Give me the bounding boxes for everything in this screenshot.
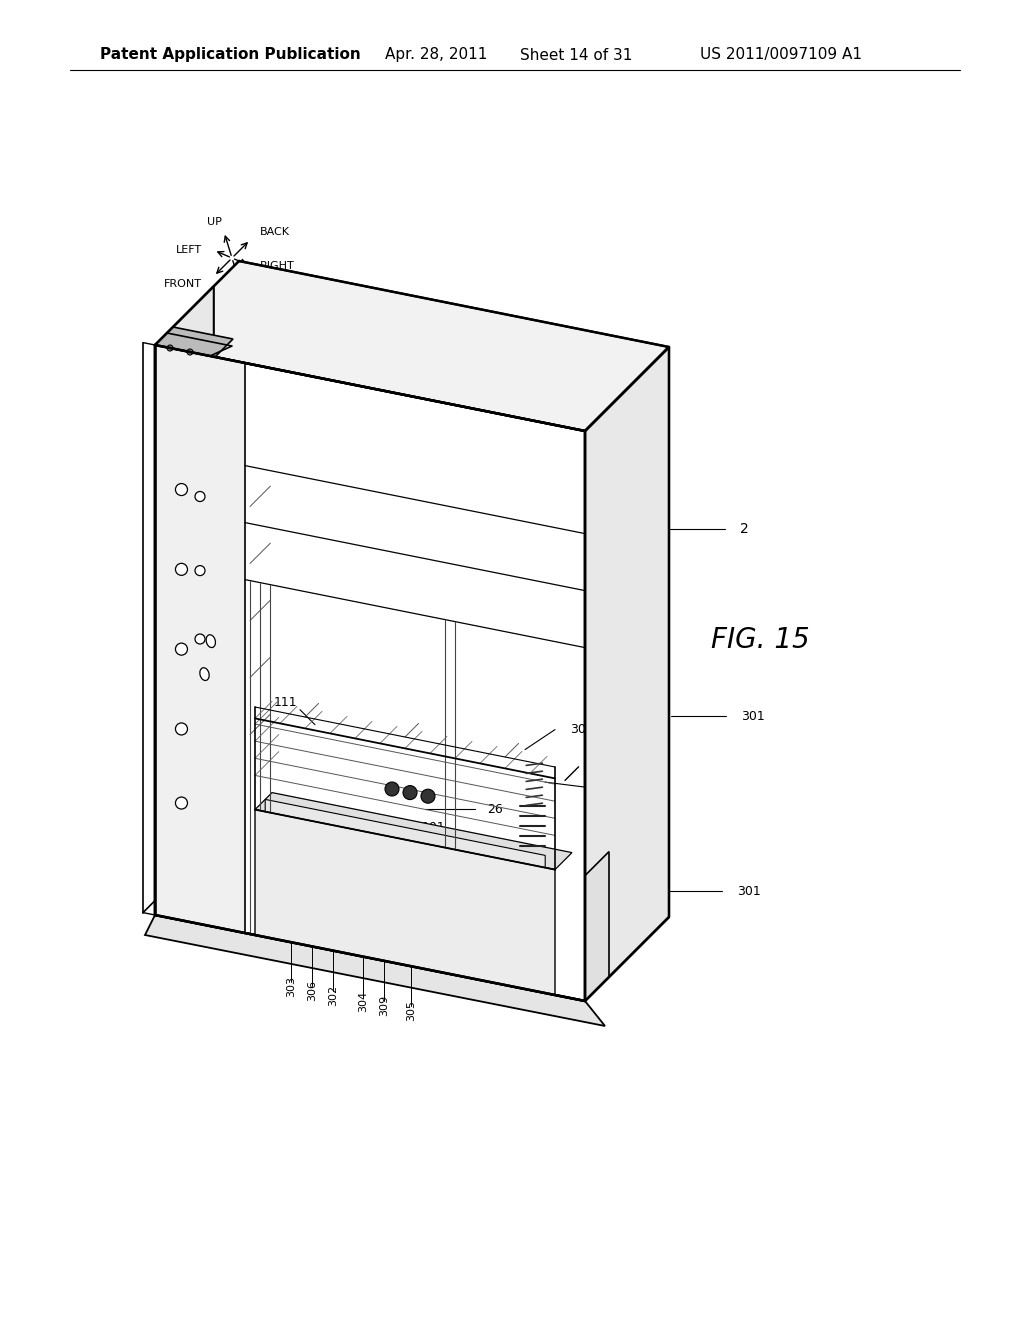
Text: Patent Application Publication: Patent Application Publication — [100, 48, 360, 62]
Text: 114: 114 — [335, 873, 358, 884]
Polygon shape — [585, 347, 669, 1001]
Text: 304: 304 — [570, 723, 594, 737]
Text: 302: 302 — [328, 985, 338, 1006]
Polygon shape — [255, 792, 572, 870]
Text: 304: 304 — [358, 990, 368, 1011]
Text: 309: 309 — [379, 995, 389, 1016]
Circle shape — [385, 781, 399, 796]
Circle shape — [175, 797, 187, 809]
Polygon shape — [265, 800, 545, 895]
Text: 27 (27K): 27 (27K) — [158, 609, 210, 636]
Polygon shape — [145, 915, 605, 1026]
Circle shape — [175, 564, 187, 576]
Text: BACK: BACK — [260, 227, 290, 236]
Text: 306: 306 — [307, 981, 317, 1002]
Text: 301: 301 — [737, 884, 761, 898]
Circle shape — [187, 348, 193, 355]
Text: LEFT: LEFT — [176, 246, 202, 255]
Text: 101: 101 — [422, 821, 445, 834]
Text: FIG. 15: FIG. 15 — [711, 626, 809, 653]
Polygon shape — [155, 345, 245, 933]
Ellipse shape — [200, 668, 209, 681]
Text: 2: 2 — [740, 523, 750, 536]
Text: DOWN: DOWN — [231, 289, 268, 300]
Polygon shape — [255, 809, 555, 995]
Text: US 2011/0097109 A1: US 2011/0097109 A1 — [700, 48, 862, 62]
Circle shape — [195, 565, 205, 576]
Circle shape — [167, 345, 173, 351]
Polygon shape — [155, 286, 214, 915]
Polygon shape — [585, 851, 609, 1001]
Polygon shape — [155, 327, 233, 356]
Text: FRONT: FRONT — [164, 280, 202, 289]
Polygon shape — [585, 689, 669, 1001]
Text: 111: 111 — [273, 696, 297, 709]
Text: 309: 309 — [600, 780, 624, 793]
Text: 301: 301 — [741, 710, 765, 722]
Ellipse shape — [206, 635, 215, 648]
Circle shape — [195, 491, 205, 502]
Circle shape — [403, 785, 417, 800]
Circle shape — [195, 634, 205, 644]
Text: UP: UP — [207, 216, 221, 227]
Text: RIGHT: RIGHT — [260, 261, 295, 271]
Polygon shape — [155, 261, 669, 432]
Circle shape — [175, 643, 187, 655]
Text: 26: 26 — [487, 803, 503, 816]
Text: 305: 305 — [406, 1001, 416, 1022]
Circle shape — [175, 723, 187, 735]
Text: Apr. 28, 2011: Apr. 28, 2011 — [385, 48, 487, 62]
Text: 303: 303 — [286, 977, 296, 997]
Circle shape — [421, 789, 435, 803]
Text: Sheet 14 of 31: Sheet 14 of 31 — [520, 48, 633, 62]
Circle shape — [175, 483, 187, 495]
